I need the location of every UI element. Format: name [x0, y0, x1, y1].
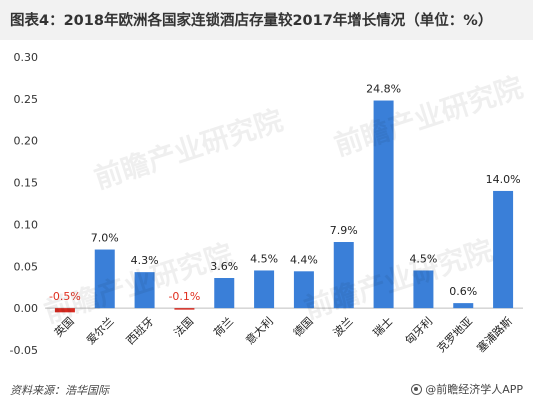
- bar: [293, 271, 314, 309]
- bar: [254, 270, 275, 309]
- x-tick-label: 爱尔兰: [84, 315, 117, 348]
- data-label: 14.0%: [486, 173, 521, 186]
- bar: [214, 278, 235, 309]
- brand-credit: @前瞻经济学人APP: [411, 381, 523, 397]
- bar: [453, 303, 474, 309]
- x-tick-label: 西班牙: [124, 315, 157, 348]
- data-label: 7.0%: [91, 232, 119, 245]
- title-bar: 图表4：2018年欧洲各国家连锁酒店存量较2017年增长情况（单位：%）: [0, 0, 533, 40]
- brand-text: @前瞻经济学人APP: [425, 383, 523, 396]
- y-tick-label: 0.10: [14, 218, 39, 231]
- bar: [94, 249, 115, 309]
- x-tick-label: 匈牙利: [402, 314, 435, 347]
- y-tick-label: 0.15: [14, 177, 39, 190]
- qianzhan-logo-icon: [411, 383, 423, 395]
- x-tick-label: 荷兰: [211, 315, 236, 340]
- y-tick-label: 0.25: [14, 93, 39, 106]
- x-tick-label: 英国: [51, 314, 76, 339]
- bar: [54, 308, 75, 313]
- y-tick-label: 0.05: [14, 260, 39, 273]
- y-tick-label: -0.05: [10, 344, 38, 357]
- data-label: 24.8%: [366, 83, 401, 96]
- data-label: 4.3%: [131, 254, 159, 267]
- data-label: -0.1%: [168, 290, 200, 303]
- bar: [413, 270, 434, 309]
- bar: [333, 242, 354, 309]
- y-tick-label: 0.20: [14, 135, 39, 148]
- bar: [134, 272, 155, 309]
- bar: [493, 190, 514, 309]
- x-tick-label: 波兰: [331, 315, 356, 340]
- y-tick-label: 0.00: [14, 302, 39, 315]
- chart-title: 图表4：2018年欧洲各国家连锁酒店存量较2017年增长情况（单位：%）: [10, 13, 493, 29]
- x-tick-label: 意大利: [243, 314, 276, 347]
- data-label: 3.6%: [210, 260, 238, 273]
- x-tick-label: 德国: [290, 314, 315, 339]
- x-tick-label: 法国: [171, 314, 196, 339]
- data-label: -0.5%: [49, 290, 81, 303]
- x-tick-label: 塞浦路斯: [474, 314, 515, 355]
- bar: [373, 100, 394, 309]
- y-tick-label: 0.30: [14, 51, 39, 64]
- data-label: 7.9%: [330, 224, 358, 237]
- bar: [174, 308, 195, 310]
- data-label: 4.5%: [409, 252, 437, 265]
- x-tick-label: 瑞士: [370, 314, 395, 339]
- source-note: 资料来源：浩华国际: [10, 384, 109, 397]
- bar-chart: -0.05 0.00 0.05 0.10 0.15 0.20 0.25 0.30 -0.5% 英国…: [10, 51, 523, 357]
- x-tick-label: 克罗地亚: [435, 315, 475, 355]
- data-label: 4.4%: [290, 253, 318, 266]
- data-label: 0.6%: [449, 285, 477, 298]
- data-label: 4.5%: [250, 252, 278, 265]
